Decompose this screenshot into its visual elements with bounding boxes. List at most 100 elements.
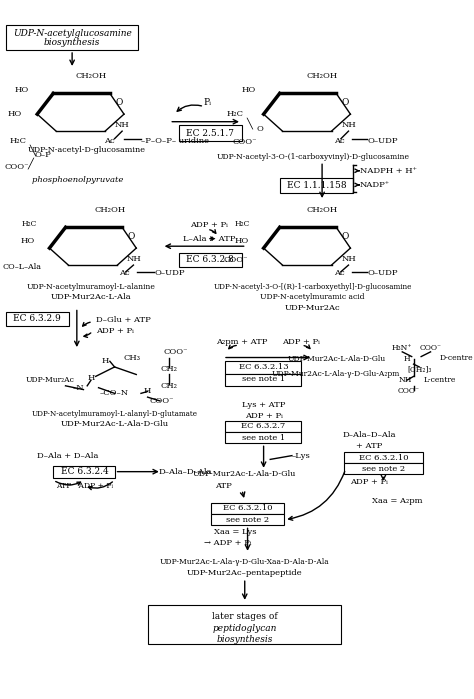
Text: O: O: [116, 99, 123, 108]
Text: Ac: Ac: [334, 136, 345, 145]
Text: EC 6.3.2.9: EC 6.3.2.9: [13, 315, 61, 324]
Text: ATP: ATP: [215, 482, 231, 490]
Text: COO⁻: COO⁻: [4, 163, 29, 171]
Text: O–UDP: O–UDP: [367, 268, 398, 277]
Text: –Lys: –Lys: [292, 452, 310, 460]
Text: EC 1.1.1.158: EC 1.1.1.158: [287, 181, 346, 190]
Text: phospho​enolpyruvate: phospho​enolpyruvate: [32, 176, 123, 184]
Text: H: H: [87, 374, 95, 382]
Text: Lys + ATP: Lys + ATP: [242, 401, 285, 409]
Text: UDP-Mur2Ac-L-Ala: UDP-Mur2Ac-L-Ala: [51, 293, 131, 301]
Text: O: O: [342, 232, 349, 241]
Text: NH: NH: [399, 376, 412, 384]
Text: H: H: [144, 387, 151, 396]
Text: see note 2: see note 2: [226, 516, 269, 524]
Text: O: O: [342, 99, 349, 108]
Text: UDP-N-acetyl-3-O-(1-carboxyvinyl)-D-glucosamine: UDP-N-acetyl-3-O-(1-carboxyvinyl)-D-gluc…: [216, 152, 409, 161]
Text: COO⁻: COO⁻: [223, 257, 247, 264]
Text: H: H: [101, 357, 109, 366]
Text: CH₂: CH₂: [161, 365, 178, 373]
Bar: [225, 421, 301, 432]
Text: COO⁻: COO⁻: [419, 344, 442, 352]
Text: [CH₂]₃: [CH₂]₃: [407, 365, 431, 373]
Text: UDP-N-acetylmuramic acid: UDP-N-acetylmuramic acid: [260, 293, 365, 301]
Text: Ac: Ac: [105, 136, 115, 145]
Text: NH: NH: [341, 255, 356, 264]
Text: NH: NH: [115, 122, 129, 129]
Text: Ac: Ac: [118, 268, 129, 277]
Text: NADPH + H⁺: NADPH + H⁺: [360, 167, 417, 175]
Text: UDP-Mur2Ac-L-Ala-γ-D-Glu-Xaa-D-Ala-D-Ala: UDP-Mur2Ac-L-Ala-γ-D-Glu-Xaa-D-Ala-D-Ala: [160, 559, 329, 566]
Text: NH: NH: [127, 255, 142, 264]
Text: UDP-Mur2Ac-L-Ala-D-Glu: UDP-Mur2Ac-L-Ala-D-Glu: [287, 355, 385, 363]
Text: ╱: ╱: [27, 157, 34, 169]
Text: Xaa = A₂pm: Xaa = A₂pm: [372, 497, 423, 505]
Text: → ADP + Pᵢ: → ADP + Pᵢ: [204, 540, 252, 547]
Text: see note 1: see note 1: [242, 375, 285, 383]
Text: ATP   ADP + Pᵢ: ATP ADP + Pᵢ: [56, 482, 113, 490]
Bar: [53, 466, 115, 478]
Text: + ATP: + ATP: [356, 442, 383, 450]
Text: CH₂OH: CH₂OH: [94, 206, 126, 215]
Text: UDP-N-acetylglucosamine: UDP-N-acetylglucosamine: [13, 29, 132, 38]
Text: NH: NH: [341, 122, 356, 129]
Text: see note 1: see note 1: [242, 433, 285, 442]
Text: UDP-Mur2Ac: UDP-Mur2Ac: [285, 303, 340, 312]
Text: –N: –N: [73, 384, 84, 391]
Text: A₂pm + ATP: A₂pm + ATP: [216, 338, 268, 347]
Bar: [211, 503, 284, 514]
Text: H₂C: H₂C: [22, 219, 37, 228]
Bar: [225, 361, 301, 373]
Text: L-centre: L-centre: [424, 376, 456, 384]
Bar: [344, 452, 423, 463]
Text: D-centre: D-centre: [440, 354, 474, 361]
Text: O: O: [256, 125, 263, 134]
Text: UDP-Mur2Ac-L-Ala-γ-D-Glu-A₂pm: UDP-Mur2Ac-L-Ala-γ-D-Glu-A₂pm: [272, 370, 401, 377]
Text: Xaa = Lys: Xaa = Lys: [214, 528, 256, 536]
Text: EC 6.3.2.13: EC 6.3.2.13: [239, 363, 288, 371]
Text: EC 6.3.2.4: EC 6.3.2.4: [61, 467, 108, 476]
Text: UDP-Mur2Ac-L-Ala-D-Glu: UDP-Mur2Ac-L-Ala-D-Glu: [61, 419, 169, 428]
Text: EC 6.3.2.10: EC 6.3.2.10: [223, 505, 273, 512]
Text: COO⁻: COO⁻: [164, 348, 188, 356]
Text: UDP-Mur2Ac–pentapeptide: UDP-Mur2Ac–pentapeptide: [187, 568, 302, 577]
Text: D–Ala–D–Ala: D–Ala–D–Ala: [343, 431, 396, 439]
Text: EC 6.3.2.8: EC 6.3.2.8: [186, 255, 234, 264]
Text: O–UDP: O–UDP: [367, 136, 398, 145]
Bar: [179, 126, 242, 140]
Text: HO: HO: [21, 238, 35, 245]
Text: UDP-Mur₂Ac: UDP-Mur₂Ac: [26, 376, 75, 384]
Text: EC 6.3.2.7: EC 6.3.2.7: [241, 422, 286, 431]
Text: ╲: ╲: [246, 117, 252, 129]
Text: UDP-Mur2Ac-L-Ala-D-Glu: UDP-Mur2Ac-L-Ala-D-Glu: [193, 470, 296, 479]
Bar: [280, 178, 353, 194]
Text: O: O: [128, 232, 135, 241]
Text: H₂C: H₂C: [227, 110, 244, 118]
Text: COO⁻: COO⁻: [398, 387, 420, 394]
Text: ADP + Pᵢ: ADP + Pᵢ: [190, 222, 228, 229]
Text: ╲: ╲: [29, 144, 36, 156]
Text: UDP-N-acetyl-3-O-[(R)-1-carboxyethyl]-D-glucosamine: UDP-N-acetyl-3-O-[(R)-1-carboxyethyl]-D-…: [213, 283, 412, 291]
Text: later stages of: later stages of: [212, 612, 278, 621]
Text: COO⁻: COO⁻: [149, 397, 174, 405]
Text: –P–O–P– uridine: –P–O–P– uridine: [141, 136, 209, 145]
Text: HO: HO: [235, 238, 249, 245]
Text: H₃N⁺: H₃N⁺: [392, 344, 412, 352]
Bar: [211, 514, 284, 526]
Bar: [225, 432, 301, 443]
Text: HO: HO: [241, 85, 255, 94]
Text: ADP + Pᵢ: ADP + Pᵢ: [283, 338, 320, 347]
Bar: [147, 605, 341, 644]
Text: HO: HO: [8, 110, 22, 118]
Text: see note 2: see note 2: [362, 465, 405, 473]
Text: CH₂OH: CH₂OH: [307, 206, 337, 215]
Text: ADP + Pᵢ: ADP + Pᵢ: [245, 412, 283, 420]
Text: CO–L–Ala: CO–L–Ala: [3, 263, 42, 271]
Text: Pᵢ: Pᵢ: [203, 99, 211, 108]
Text: H₂C: H₂C: [234, 219, 250, 228]
Bar: [6, 24, 138, 50]
Bar: [344, 463, 423, 475]
Text: O–P: O–P: [35, 151, 51, 159]
Text: CH₃: CH₃: [123, 354, 140, 361]
Text: CH₂: CH₂: [161, 382, 178, 390]
